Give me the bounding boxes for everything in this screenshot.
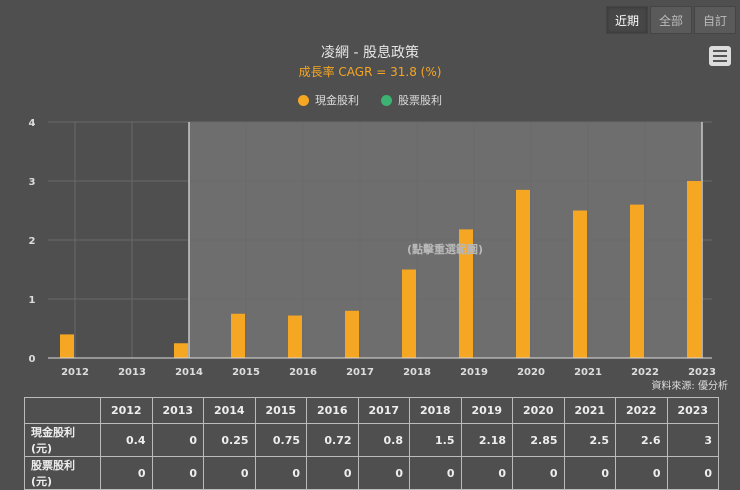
- table-cell: 3: [666, 423, 719, 457]
- range-custom-button[interactable]: 自訂: [694, 6, 736, 34]
- table-cell: 0: [409, 456, 462, 490]
- table-cell: 0.4: [100, 423, 153, 457]
- table-cell: 0: [357, 456, 410, 490]
- table-cell: 2.5: [563, 423, 616, 457]
- y-tick-label: 2: [29, 236, 36, 247]
- table-cell: 0: [100, 456, 153, 490]
- bar-series-cash: [60, 181, 701, 358]
- table-cell: 2.18: [460, 423, 513, 457]
- table-row: 股票股利(元) 0 0 0 0 0 0 0 0 0 0 0 0: [24, 456, 719, 490]
- y-axis-ticks: 0 1 2 3 4: [29, 118, 36, 365]
- table-cell: 0: [563, 456, 616, 490]
- bar-cash-dividend[interactable]: [174, 343, 188, 358]
- table-cell: 0: [306, 456, 359, 490]
- hamburger-menu-icon[interactable]: [709, 46, 731, 66]
- table-corner-cell: [24, 397, 101, 424]
- x-tick-label: 2015: [232, 367, 260, 378]
- table-header-year: 2014: [203, 397, 256, 424]
- x-tick-label: 2019: [460, 367, 488, 378]
- bar-cash-dividend[interactable]: [630, 204, 644, 358]
- table-row-label: 現金股利(元): [24, 423, 101, 457]
- table-header-year: 2016: [306, 397, 359, 424]
- table-cell: 0: [460, 456, 513, 490]
- bar-cash-dividend[interactable]: [231, 313, 245, 358]
- table-cell: 0.25: [203, 423, 256, 457]
- table-cell: 0: [615, 456, 668, 490]
- table-cell: 2.6: [615, 423, 668, 457]
- x-tick-label: 2014: [175, 367, 203, 378]
- chart-legend: 現金股利 股票股利: [0, 92, 740, 108]
- table-cell: 0: [666, 456, 719, 490]
- x-tick-label: 2020: [517, 367, 545, 378]
- bar-cash-dividend[interactable]: [288, 315, 302, 358]
- legend-label: 現金股利: [315, 94, 359, 107]
- bar-cash-dividend[interactable]: [60, 334, 74, 358]
- table-cell: 2.85: [512, 423, 565, 457]
- table-body: 現金股利(元) 0.4 0 0.25 0.75 0.72 0.8 1.5 2.18 2.85 2.5…: [24, 423, 719, 490]
- x-tick-label: 2012: [61, 367, 89, 378]
- table-header-year: 2018: [409, 397, 462, 424]
- x-tick-label: 2021: [574, 367, 602, 378]
- table-header-year: 2022: [615, 397, 668, 424]
- legend-dot-icon: [298, 94, 309, 106]
- y-tick-label: 1: [29, 295, 36, 306]
- x-tick-label: 2023: [688, 367, 716, 378]
- y-tick-label: 3: [29, 177, 36, 188]
- table-header-year: 2017: [357, 397, 410, 424]
- legend-item-stock[interactable]: 股票股利: [381, 92, 442, 108]
- table-cell: 0.75: [254, 423, 307, 457]
- x-tick-label: 2022: [631, 367, 659, 378]
- data-source-label: 資料來源: 優分析: [651, 381, 728, 392]
- legend-dot-icon: [381, 94, 392, 106]
- chart-title: 凌網 - 股息政策: [321, 45, 419, 61]
- bar-cash-dividend[interactable]: [345, 310, 359, 358]
- range-selector: 近期 全部 自訂: [604, 6, 736, 34]
- x-tick-label: 2013: [118, 367, 146, 378]
- range-all-button[interactable]: 全部: [650, 6, 692, 34]
- bar-cash-dividend[interactable]: [516, 189, 530, 358]
- table-header-year: 2021: [563, 397, 616, 424]
- bar-cash-dividend[interactable]: [687, 181, 701, 358]
- bar-cash-dividend[interactable]: [402, 269, 416, 359]
- x-axis-ticks: 2012 2013 2014 2015 2016 2017 2018 2019 2020 2021…: [61, 367, 716, 378]
- table-row: 現金股利(元) 0.4 0 0.25 0.75 0.72 0.8 1.5 2.18 2.85 2.5…: [24, 423, 719, 457]
- table-cell: 0: [512, 456, 565, 490]
- table-cell: 0.8: [357, 423, 410, 457]
- table-header-year: 2013: [151, 397, 204, 424]
- table-row-label: 股票股利(元): [24, 456, 101, 490]
- table-header-year: 2020: [512, 397, 565, 424]
- x-tick-label: 2017: [346, 367, 374, 378]
- table-header-year: 2012: [100, 397, 153, 424]
- legend-item-cash[interactable]: 現金股利: [298, 92, 359, 108]
- table-cell: 0: [254, 456, 307, 490]
- table-cell: 0.72: [306, 423, 359, 457]
- dividend-table: 2012 2013 2014 2015 2016 2017 2018 2019 2020 2021…: [24, 397, 719, 490]
- chart-subtitle: 成長率 CAGR = 31.8 (%): [298, 65, 442, 79]
- legend-label: 股票股利: [398, 94, 442, 107]
- table-header-year: 2015: [254, 397, 307, 424]
- table-header-year: 2023: [666, 397, 719, 424]
- x-tick-label: 2018: [403, 367, 431, 378]
- table-cell: 0: [151, 456, 204, 490]
- y-tick-label: 4: [29, 118, 36, 129]
- table-cell: 0: [203, 456, 256, 490]
- x-tick-label: 2016: [289, 367, 317, 378]
- table-cell: 0: [151, 423, 204, 457]
- bar-cash-dividend[interactable]: [459, 229, 473, 358]
- bar-cash-dividend[interactable]: [573, 210, 587, 359]
- range-recent-button[interactable]: 近期: [606, 6, 648, 34]
- table-header-row: 2012 2013 2014 2015 2016 2017 2018 2019 2020 2021…: [24, 397, 719, 424]
- y-tick-label: 0: [29, 354, 36, 365]
- reselect-range-hint: (點擊重選範圍): [407, 242, 483, 256]
- table-header-year: 2019: [460, 397, 513, 424]
- table-cell: 1.5: [409, 423, 462, 457]
